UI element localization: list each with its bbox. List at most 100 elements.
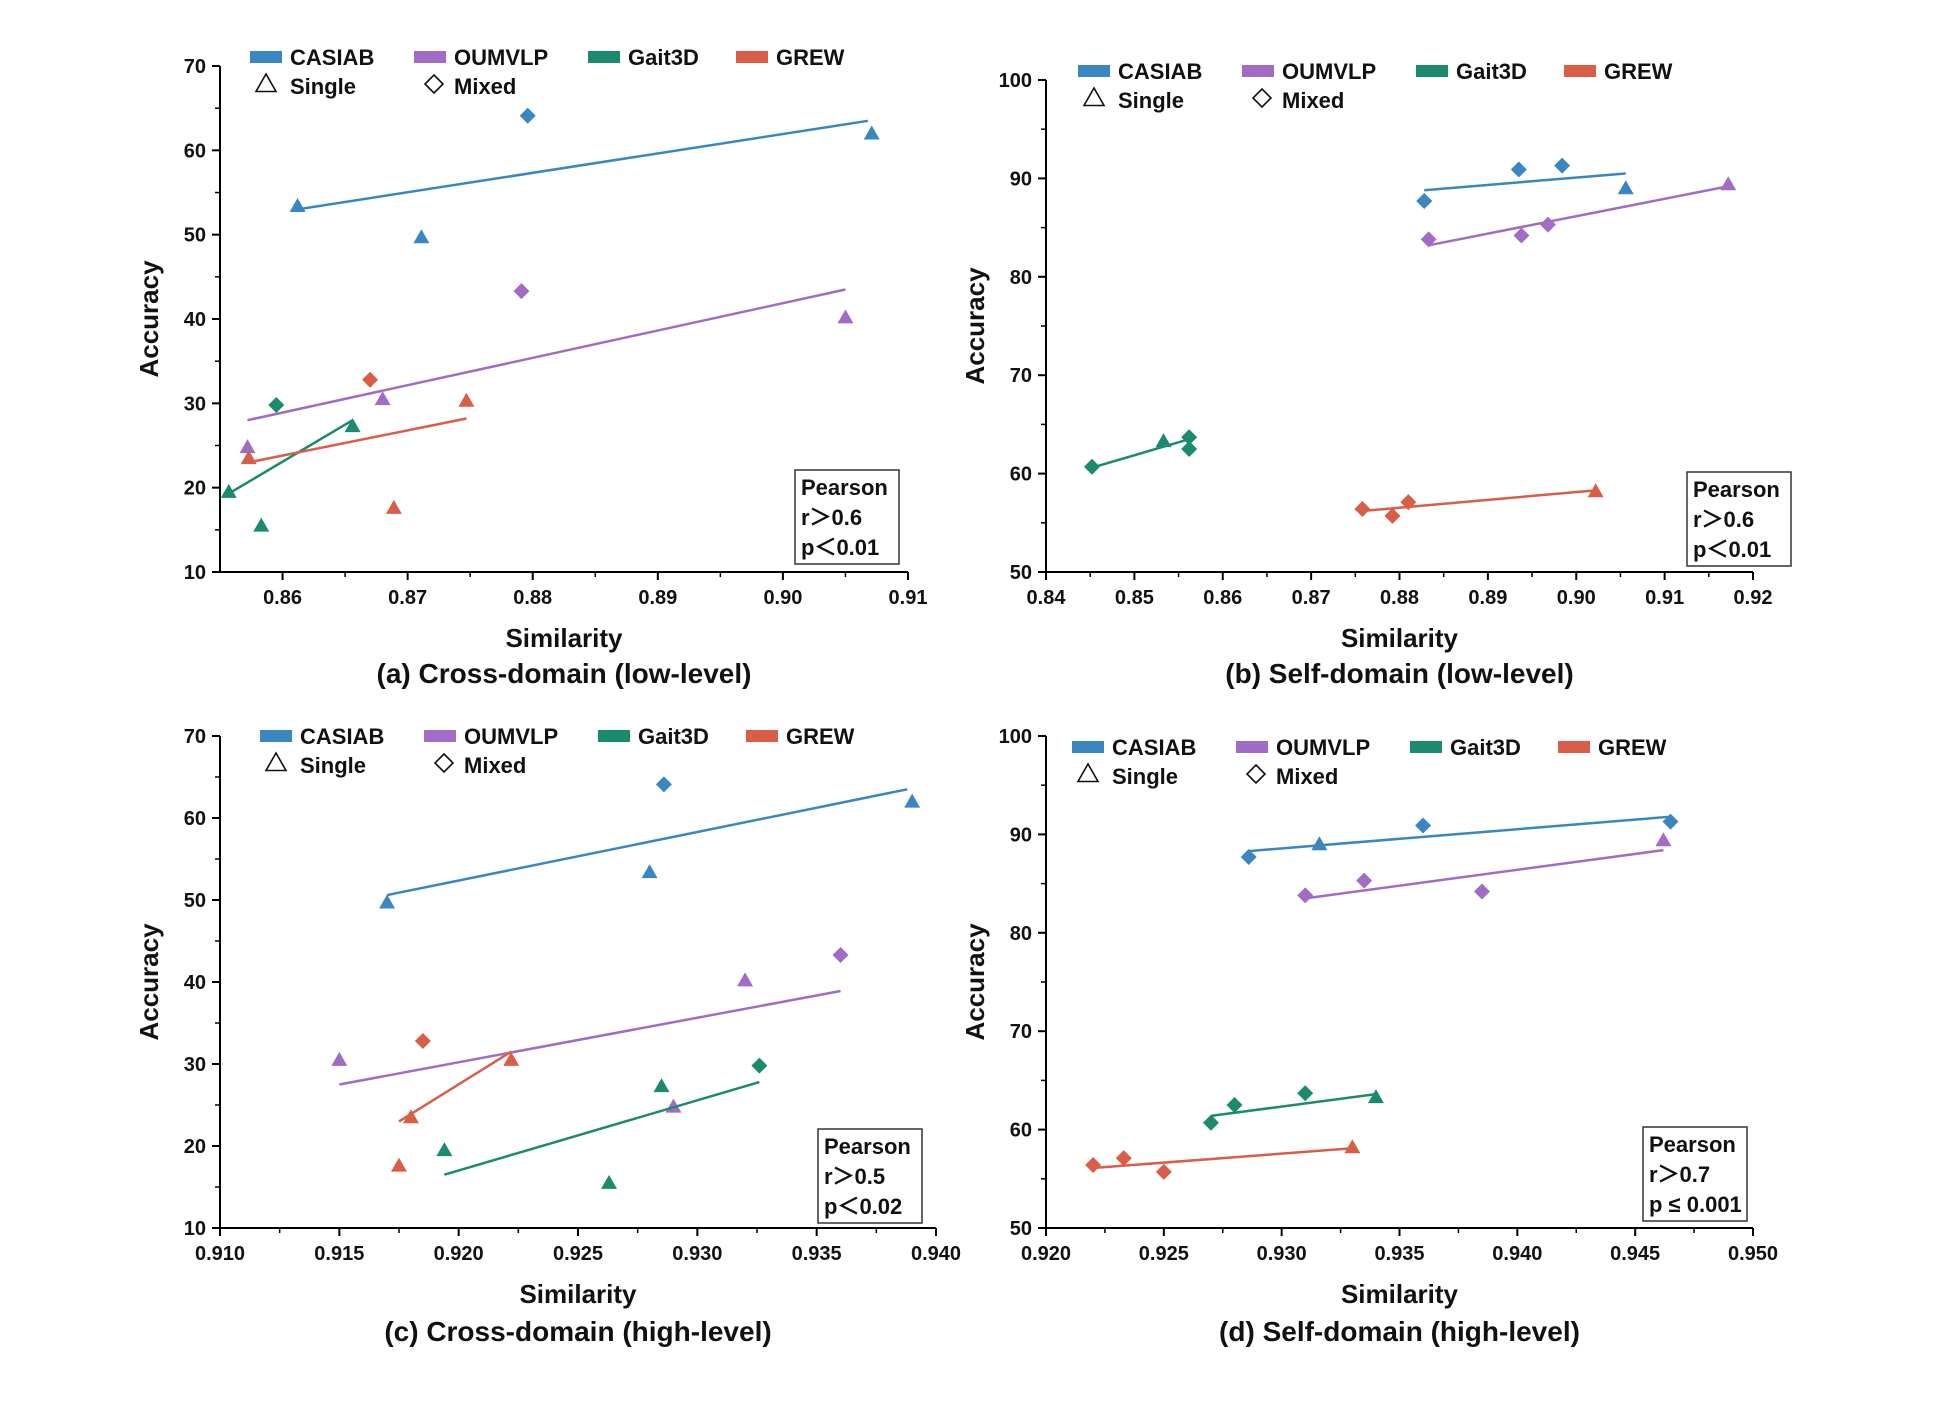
legend-label-single: Single <box>1118 88 1184 113</box>
legend-swatch-oumvlp <box>1242 65 1274 77</box>
data-point-oumvlp-single <box>837 309 854 324</box>
series-casiab <box>379 776 921 909</box>
legend-label-gait3d: Gait3D <box>638 724 709 749</box>
chart-panel-2: 50 60 70 80 90 100 0.84 0.85 0.86 0.87 0.88 0.89 0.9… <box>960 59 1792 689</box>
legend-single-icon <box>254 72 278 93</box>
data-point-casiab-single <box>379 894 396 909</box>
data-point-gait3d-single <box>253 517 270 532</box>
panel-caption: (b) Self-domain (low-level) <box>1225 658 1573 689</box>
panel-caption: (a) Cross-domain (low-level) <box>377 658 752 689</box>
data-point-casiab-single <box>1311 836 1328 851</box>
y-tick-label: 70 <box>184 56 206 78</box>
x-axis-title: Similarity <box>519 1279 637 1309</box>
panel-caption: (d) Self-domain (high-level) <box>1219 1316 1580 1347</box>
series-grew <box>1354 483 1604 524</box>
series-casiab <box>289 107 880 244</box>
chart-panel-3: 10 20 30 40 50 60 70 0.910 0.915 0.920 0.925 0.930 0… <box>134 724 961 1347</box>
legend: CASIAB OUMVLP Gait3D GREW Single Mixed <box>1072 735 1667 789</box>
x-tick-label: 0.945 <box>1610 1243 1660 1265</box>
pearson-line: Pearson <box>824 1134 911 1159</box>
legend-swatch-grew <box>736 51 768 63</box>
x-tick-label: 0.920 <box>1021 1243 1071 1265</box>
data-point-gait3d-single <box>601 1174 618 1189</box>
data-point-casiab-mixed <box>1662 813 1679 830</box>
legend-mixed-icon <box>1245 763 1267 785</box>
y-axis-title: Accuracy <box>134 260 164 378</box>
x-tick-label: 0.90 <box>1557 587 1596 609</box>
data-point-grew-single <box>503 1051 520 1066</box>
y-tick-label: 10 <box>184 562 206 584</box>
chart-panel-1: 10 20 30 40 50 60 70 0.86 0.87 0.88 0.89 0.90 0.91 Si… <box>134 45 927 689</box>
data-point-grew-single <box>402 1109 419 1124</box>
y-tick-label: 50 <box>184 225 206 247</box>
y-tick-label: 100 <box>999 70 1032 92</box>
pearson-line: r＞0.6 <box>1693 507 1754 532</box>
x-tick-label: 0.940 <box>1492 1243 1542 1265</box>
legend-label-grew: GREW <box>786 724 855 749</box>
y-tick-label: 60 <box>1010 1120 1032 1142</box>
data-point-casiab-single <box>1617 180 1634 195</box>
data-point-casiab-single <box>289 197 306 212</box>
data-point-casiab-mixed <box>1554 157 1571 174</box>
pearson-line: Pearson <box>1649 1132 1736 1157</box>
fit-line-casiab <box>297 119 869 211</box>
y-axis-title: Accuracy <box>960 923 990 1041</box>
data-point-casiab-single <box>863 125 880 140</box>
y-tick-label: 80 <box>1010 923 1032 945</box>
legend-mixed-icon <box>1251 87 1273 109</box>
x-tick-label: 0.86 <box>263 587 302 609</box>
y-tick-label: 80 <box>1010 267 1032 289</box>
legend-swatch-oumvlp <box>424 730 456 742</box>
x-tick-label: 0.87 <box>1292 587 1331 609</box>
data-point-oumvlp-mixed <box>513 283 530 300</box>
data-point-oumvlp-single <box>1720 176 1737 191</box>
pearson-line: r＞0.6 <box>801 505 862 530</box>
legend-swatch-oumvlp <box>414 51 446 63</box>
legend: CASIAB OUMVLP Gait3D GREW Single Mixed <box>250 45 845 99</box>
legend-label-oumvlp: OUMVLP <box>464 724 558 749</box>
legend: CASIAB OUMVLP Gait3D GREW Single Mixed <box>260 724 855 778</box>
data-point-grew-mixed <box>362 371 379 388</box>
fit-line-grew <box>248 417 467 464</box>
y-axis-title: Accuracy <box>134 923 164 1041</box>
fit-line-gait3d <box>1210 1092 1377 1118</box>
data-point-oumvlp-single <box>374 391 391 406</box>
x-tick-label: 0.88 <box>1380 587 1419 609</box>
data-point-grew-mixed <box>1085 1157 1102 1174</box>
series-casiab <box>1240 813 1679 866</box>
data-point-gait3d-mixed <box>751 1057 768 1074</box>
y-tick-label: 40 <box>184 972 206 994</box>
series-grew <box>391 1033 520 1172</box>
x-tick-label: 0.91 <box>1645 587 1684 609</box>
legend-label-gait3d: Gait3D <box>1456 59 1527 84</box>
legend-label-mixed: Mixed <box>1276 764 1338 789</box>
pearson-line: r＞0.5 <box>824 1164 885 1189</box>
fit-line-casiab <box>1424 172 1626 192</box>
series-oumvlp <box>239 283 854 454</box>
data-point-grew-single <box>391 1157 407 1172</box>
data-point-oumvlp-mixed <box>1356 872 1373 889</box>
legend-swatch-gait3d <box>588 51 620 63</box>
legend-swatch-gait3d <box>1416 65 1448 77</box>
fit-line-oumvlp <box>1305 848 1664 900</box>
data-point-casiab-mixed <box>519 107 536 124</box>
data-point-gait3d-single <box>1367 1089 1384 1104</box>
x-tick-label: 0.915 <box>314 1243 364 1265</box>
legend-swatch-gait3d <box>1410 741 1442 753</box>
legend-label-gait3d: Gait3D <box>628 45 699 70</box>
data-point-oumvlp-single <box>1655 832 1672 847</box>
fit-line-oumvlp <box>339 989 841 1086</box>
data-point-gait3d-mixed <box>1226 1097 1243 1113</box>
pearson-line: p＜0.01 <box>801 535 879 560</box>
data-point-gait3d-mixed <box>1083 458 1100 475</box>
fit-line-casiab <box>386 788 908 897</box>
y-tick-label: 10 <box>184 1218 206 1240</box>
pearson-line: p ≤ 0.001 <box>1649 1192 1742 1217</box>
y-tick-label: 60 <box>184 808 206 830</box>
x-tick-label: 0.930 <box>672 1243 722 1265</box>
x-tick-label: 0.91 <box>889 587 928 609</box>
y-tick-label: 60 <box>1010 464 1032 486</box>
pearson-box-frame <box>1642 1126 1748 1222</box>
data-point-casiab-mixed <box>1240 849 1257 866</box>
pearson-box: Pearson r＞0.5 p＜0.02 <box>817 1128 923 1224</box>
